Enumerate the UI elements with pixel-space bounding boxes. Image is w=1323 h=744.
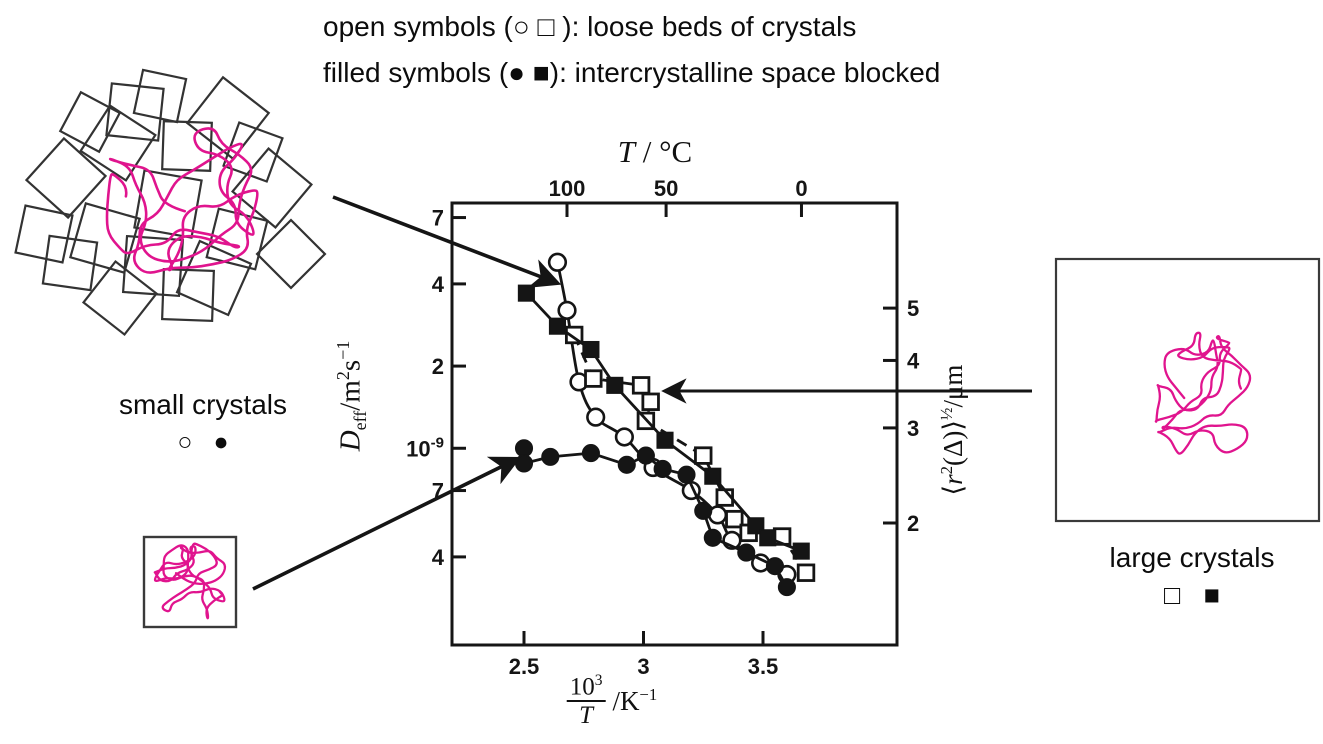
top-axis-variable: T [617, 134, 636, 169]
crystal-square [105, 82, 165, 142]
point-circle-filled [617, 455, 636, 474]
small-crystals-label: small crystals [118, 389, 287, 420]
crystal-square [14, 204, 74, 264]
top-axis-unit: / °C [635, 134, 693, 169]
crystal-square [69, 202, 141, 274]
crystal-square [222, 121, 284, 183]
point-circle-open [557, 300, 577, 320]
point-circle-filled [514, 439, 534, 458]
large-crystals-symbols: □ ■ [1163, 580, 1221, 610]
point-square-open [584, 369, 603, 388]
left-axis-label: Deff/m2s−1 [332, 340, 371, 452]
left-tick-label: 4 [432, 272, 445, 297]
crystal-square [255, 218, 327, 290]
point-circle-open [586, 407, 606, 427]
small-crystal-cluster [14, 68, 327, 337]
figure-legend: open symbols (○ □ ): loose beds of cryst… [323, 4, 940, 96]
single-crystal-box-small [142, 535, 238, 629]
bottom-axis-unit: /K−1 [612, 685, 658, 717]
left-tick-label: 2 [432, 354, 444, 379]
point-circle-filled [653, 459, 672, 478]
bottom-axis-fraction: 103 T [566, 672, 606, 729]
large-crystals-caption: large crystals □ ■ [1067, 542, 1317, 611]
random-walk-trajectory [1154, 331, 1252, 455]
top-tick-label: 100 [549, 176, 586, 201]
legend-open-symbols-line: open symbols (○ □ ): loose beds of cryst… [323, 11, 857, 42]
arrow-cluster-to-open-circles [332, 195, 562, 288]
point-circle-open [614, 427, 634, 447]
point-square-open [796, 563, 816, 582]
x-tick-label: 3 [637, 654, 649, 679]
right-tick-label: 5 [907, 296, 919, 321]
point-square-filled [656, 431, 674, 449]
point-square-filled [582, 340, 600, 359]
x-tick-label: 2.5 [509, 654, 540, 679]
crystal-square [79, 104, 157, 182]
crystal-square [41, 234, 99, 292]
point-circle-filled [703, 528, 722, 547]
point-circle-filled [694, 501, 713, 520]
series-line [525, 292, 802, 553]
point-circle-filled [636, 446, 655, 465]
large-crystals-label: large crystals [1109, 542, 1275, 573]
legend-filled-symbols-line: filled symbols (● ■): intercrystalline s… [323, 57, 941, 88]
crystal-square [133, 169, 203, 239]
point-circle-filled [765, 557, 785, 576]
point-square-filled [548, 317, 567, 335]
small-crystals-caption: small crystals ○ ● [78, 389, 328, 457]
crystal-square [132, 68, 188, 124]
point-circle-filled [514, 454, 534, 473]
right-tick-label: 4 [907, 348, 920, 373]
point-square-filled [704, 467, 722, 485]
point-circle-filled [677, 465, 696, 484]
random-walk-trajectory [153, 542, 227, 620]
point-circle-filled [777, 578, 796, 597]
crystal-square [81, 259, 159, 337]
point-square-filled [792, 542, 810, 560]
crystal-square [161, 268, 215, 322]
single-crystal-box-large [1054, 257, 1321, 523]
right-axis-label: ⟨r2(Δ)⟩½/μm [937, 364, 968, 496]
point-square-open [641, 392, 660, 411]
crystal-box-outline [1054, 257, 1321, 523]
top-tick-label: 50 [654, 176, 678, 201]
left-tick-label: 10-9 [406, 434, 444, 461]
point-circle-open [547, 252, 568, 272]
point-square-open [725, 509, 744, 529]
top-axis-label: T / °C [618, 134, 692, 170]
crystal-square [24, 136, 108, 220]
arrow-smallbox-to-filled-circles [252, 456, 522, 591]
top-tick-label: 0 [795, 176, 807, 201]
point-circle-filled [581, 444, 600, 463]
right-tick-label: 3 [907, 416, 919, 441]
series-line [572, 334, 808, 574]
x-tick-label: 3.5 [748, 654, 779, 679]
point-square-open [694, 446, 713, 465]
plot-frame [450, 201, 899, 647]
point-circle-filled [541, 447, 560, 466]
point-circle-filled [737, 543, 756, 562]
point-square-filled [517, 284, 535, 302]
series-large-crystals-space-blocked [517, 284, 810, 560]
left-tick-label: 7 [432, 206, 444, 231]
point-square-open [631, 376, 651, 395]
left-tick-label: 4 [432, 545, 445, 570]
random-walk-trajectory [105, 127, 259, 274]
point-square-filled [606, 376, 624, 394]
crystal-box-outline [142, 535, 238, 629]
crystal-square [58, 90, 122, 154]
point-square-filled [759, 529, 777, 547]
small-crystals-symbols: ○ ● [177, 428, 229, 456]
bottom-axis-label: 103 T /K−1 [566, 672, 658, 729]
right-tick-label: 2 [907, 511, 919, 536]
crystal-square [161, 120, 213, 172]
